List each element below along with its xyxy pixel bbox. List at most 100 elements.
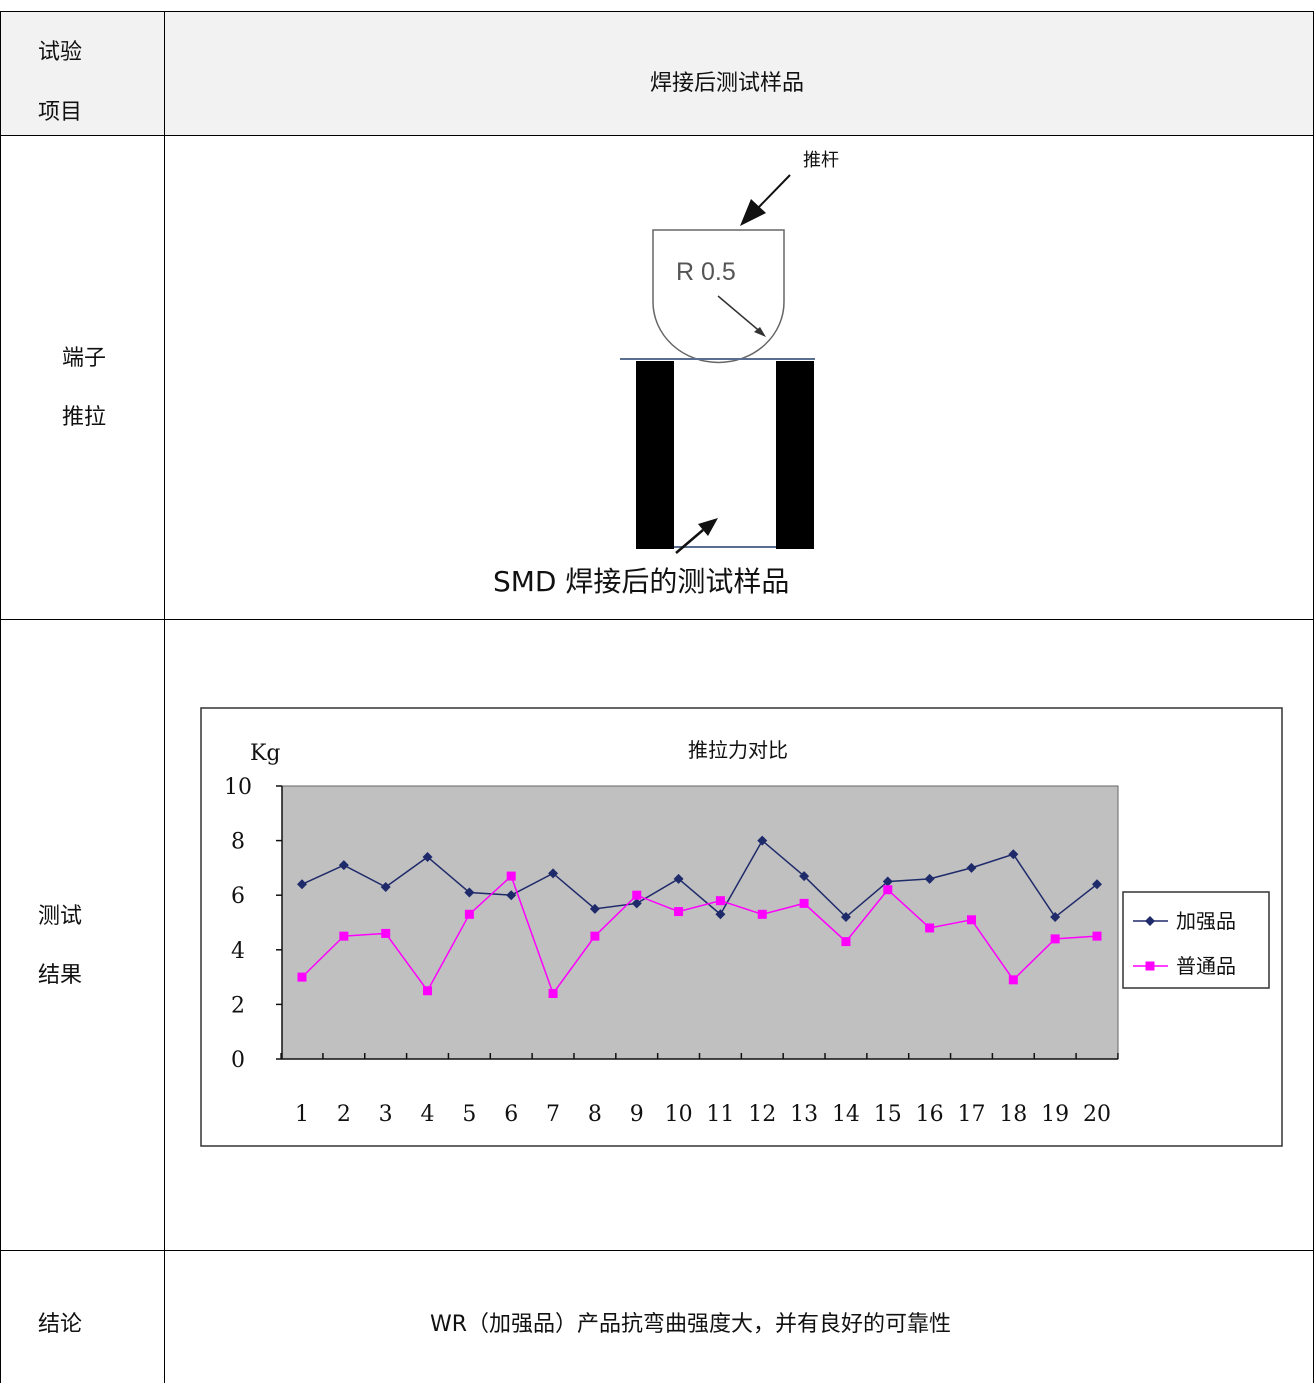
series-line bbox=[301, 839, 1098, 919]
data-point bbox=[757, 835, 768, 846]
x-tick-label: 4 bbox=[421, 1102, 435, 1127]
y-tick-label: 2 bbox=[231, 993, 245, 1018]
y-tick-label: 6 bbox=[231, 884, 245, 909]
header-row bbox=[0, 12, 1314, 135]
table-row-divider bbox=[0, 1250, 1314, 1251]
x-tick-label: 12 bbox=[748, 1102, 776, 1127]
x-tick-label: 3 bbox=[379, 1102, 393, 1127]
sample-arrowhead bbox=[698, 518, 718, 536]
y-tick-label: 8 bbox=[231, 830, 245, 855]
data-point bbox=[1008, 975, 1018, 985]
sample-arrow bbox=[675, 529, 704, 554]
data-point bbox=[422, 851, 433, 862]
data-point bbox=[925, 923, 935, 933]
x-tick-label: 6 bbox=[504, 1102, 518, 1127]
data-point bbox=[506, 890, 517, 901]
x-tick-label: 19 bbox=[1041, 1102, 1069, 1127]
conclusion-text: WR（加强品）产品抗弯曲强度大，并有良好的可靠性 bbox=[430, 1312, 952, 1337]
data-point bbox=[381, 928, 391, 938]
data-point bbox=[1008, 849, 1019, 860]
radius-arrow bbox=[717, 295, 764, 335]
sample-caption: SMD 焊接后的测试样品 bbox=[493, 565, 789, 598]
x-tick-label: 11 bbox=[706, 1102, 734, 1127]
x-tick-label: 9 bbox=[630, 1102, 644, 1127]
data-point bbox=[966, 915, 976, 925]
x-tick-label: 10 bbox=[665, 1102, 693, 1127]
data-point bbox=[1092, 879, 1102, 890]
data-point bbox=[297, 879, 307, 890]
push-test-diagram: R 0.5 推杆 SMD 焊接后的测试样品 bbox=[493, 150, 839, 598]
table-border-left bbox=[0, 11, 1, 1383]
x-tick-label: 15 bbox=[874, 1102, 902, 1127]
data-point bbox=[631, 898, 642, 909]
y-tick-label: 4 bbox=[231, 939, 245, 964]
data-point bbox=[715, 896, 725, 906]
data-point bbox=[590, 931, 600, 941]
data-point bbox=[715, 909, 726, 920]
push-rod-arrow bbox=[757, 174, 791, 209]
table-row-divider bbox=[0, 619, 1314, 620]
data-point bbox=[757, 909, 767, 919]
data-point bbox=[841, 937, 851, 947]
data-point bbox=[464, 909, 474, 919]
push-rod-arrowhead bbox=[740, 199, 766, 226]
data-point bbox=[548, 988, 558, 998]
table-row-divider bbox=[0, 135, 1314, 136]
data-point bbox=[924, 873, 935, 884]
push-rod-label: 推杆 bbox=[803, 150, 839, 171]
x-tick-label: 14 bbox=[832, 1102, 860, 1127]
terminal-right bbox=[776, 361, 814, 549]
data-point bbox=[339, 931, 349, 941]
x-tick-label: 2 bbox=[337, 1102, 351, 1127]
plot-area bbox=[281, 785, 1119, 1060]
data-point bbox=[548, 868, 559, 879]
data-point bbox=[338, 860, 349, 871]
series-line bbox=[301, 874, 1098, 996]
row-label-terminal: 端子 bbox=[62, 346, 107, 371]
data-point bbox=[589, 903, 600, 914]
table-column-divider bbox=[164, 11, 165, 1383]
data-point bbox=[297, 972, 307, 982]
x-tick-label: 13 bbox=[790, 1102, 818, 1127]
legend-box bbox=[1122, 891, 1270, 989]
row-label-test: 测试 bbox=[38, 904, 83, 929]
chart-title: 推拉力对比 bbox=[688, 738, 788, 762]
data-point bbox=[966, 862, 977, 873]
data-point bbox=[673, 873, 684, 884]
data-point bbox=[840, 912, 851, 923]
x-tick-label: 1 bbox=[295, 1102, 309, 1127]
row-label-pushpull: 推拉 bbox=[62, 405, 107, 430]
radius-arrowhead bbox=[754, 327, 766, 337]
data-point bbox=[883, 885, 893, 895]
header-sample-label: 焊接后测试样品 bbox=[650, 71, 805, 96]
table-border-top bbox=[0, 11, 1314, 12]
row-label-result: 结果 bbox=[38, 963, 83, 988]
x-tick-label: 17 bbox=[957, 1102, 985, 1127]
data-point bbox=[799, 898, 809, 908]
data-point bbox=[1050, 912, 1061, 923]
y-tick-label: 0 bbox=[231, 1048, 245, 1073]
x-tick-label: 8 bbox=[588, 1102, 602, 1127]
y-tick-label: 10 bbox=[224, 775, 252, 800]
x-tick-label: 7 bbox=[546, 1102, 560, 1127]
x-tick-label: 18 bbox=[999, 1102, 1027, 1127]
header-item-label-line2: 项目 bbox=[38, 100, 83, 125]
header-item-label-line1: 试验 bbox=[38, 40, 83, 65]
x-tick-label: 20 bbox=[1083, 1102, 1111, 1127]
data-point bbox=[464, 887, 475, 898]
row-label-conclusion: 结论 bbox=[38, 1312, 83, 1337]
data-point bbox=[1092, 931, 1102, 941]
legend-swatch-marker bbox=[1145, 916, 1155, 926]
y-axis-label: Kg bbox=[250, 741, 281, 766]
data-point bbox=[799, 871, 810, 882]
data-point bbox=[423, 986, 433, 996]
terminal-left bbox=[636, 361, 674, 549]
data-point bbox=[882, 876, 893, 887]
legend-swatch-marker bbox=[1145, 961, 1155, 971]
data-point bbox=[380, 882, 391, 893]
legend-label: 普通品 bbox=[1176, 954, 1236, 978]
radius-label: R 0.5 bbox=[676, 258, 736, 286]
